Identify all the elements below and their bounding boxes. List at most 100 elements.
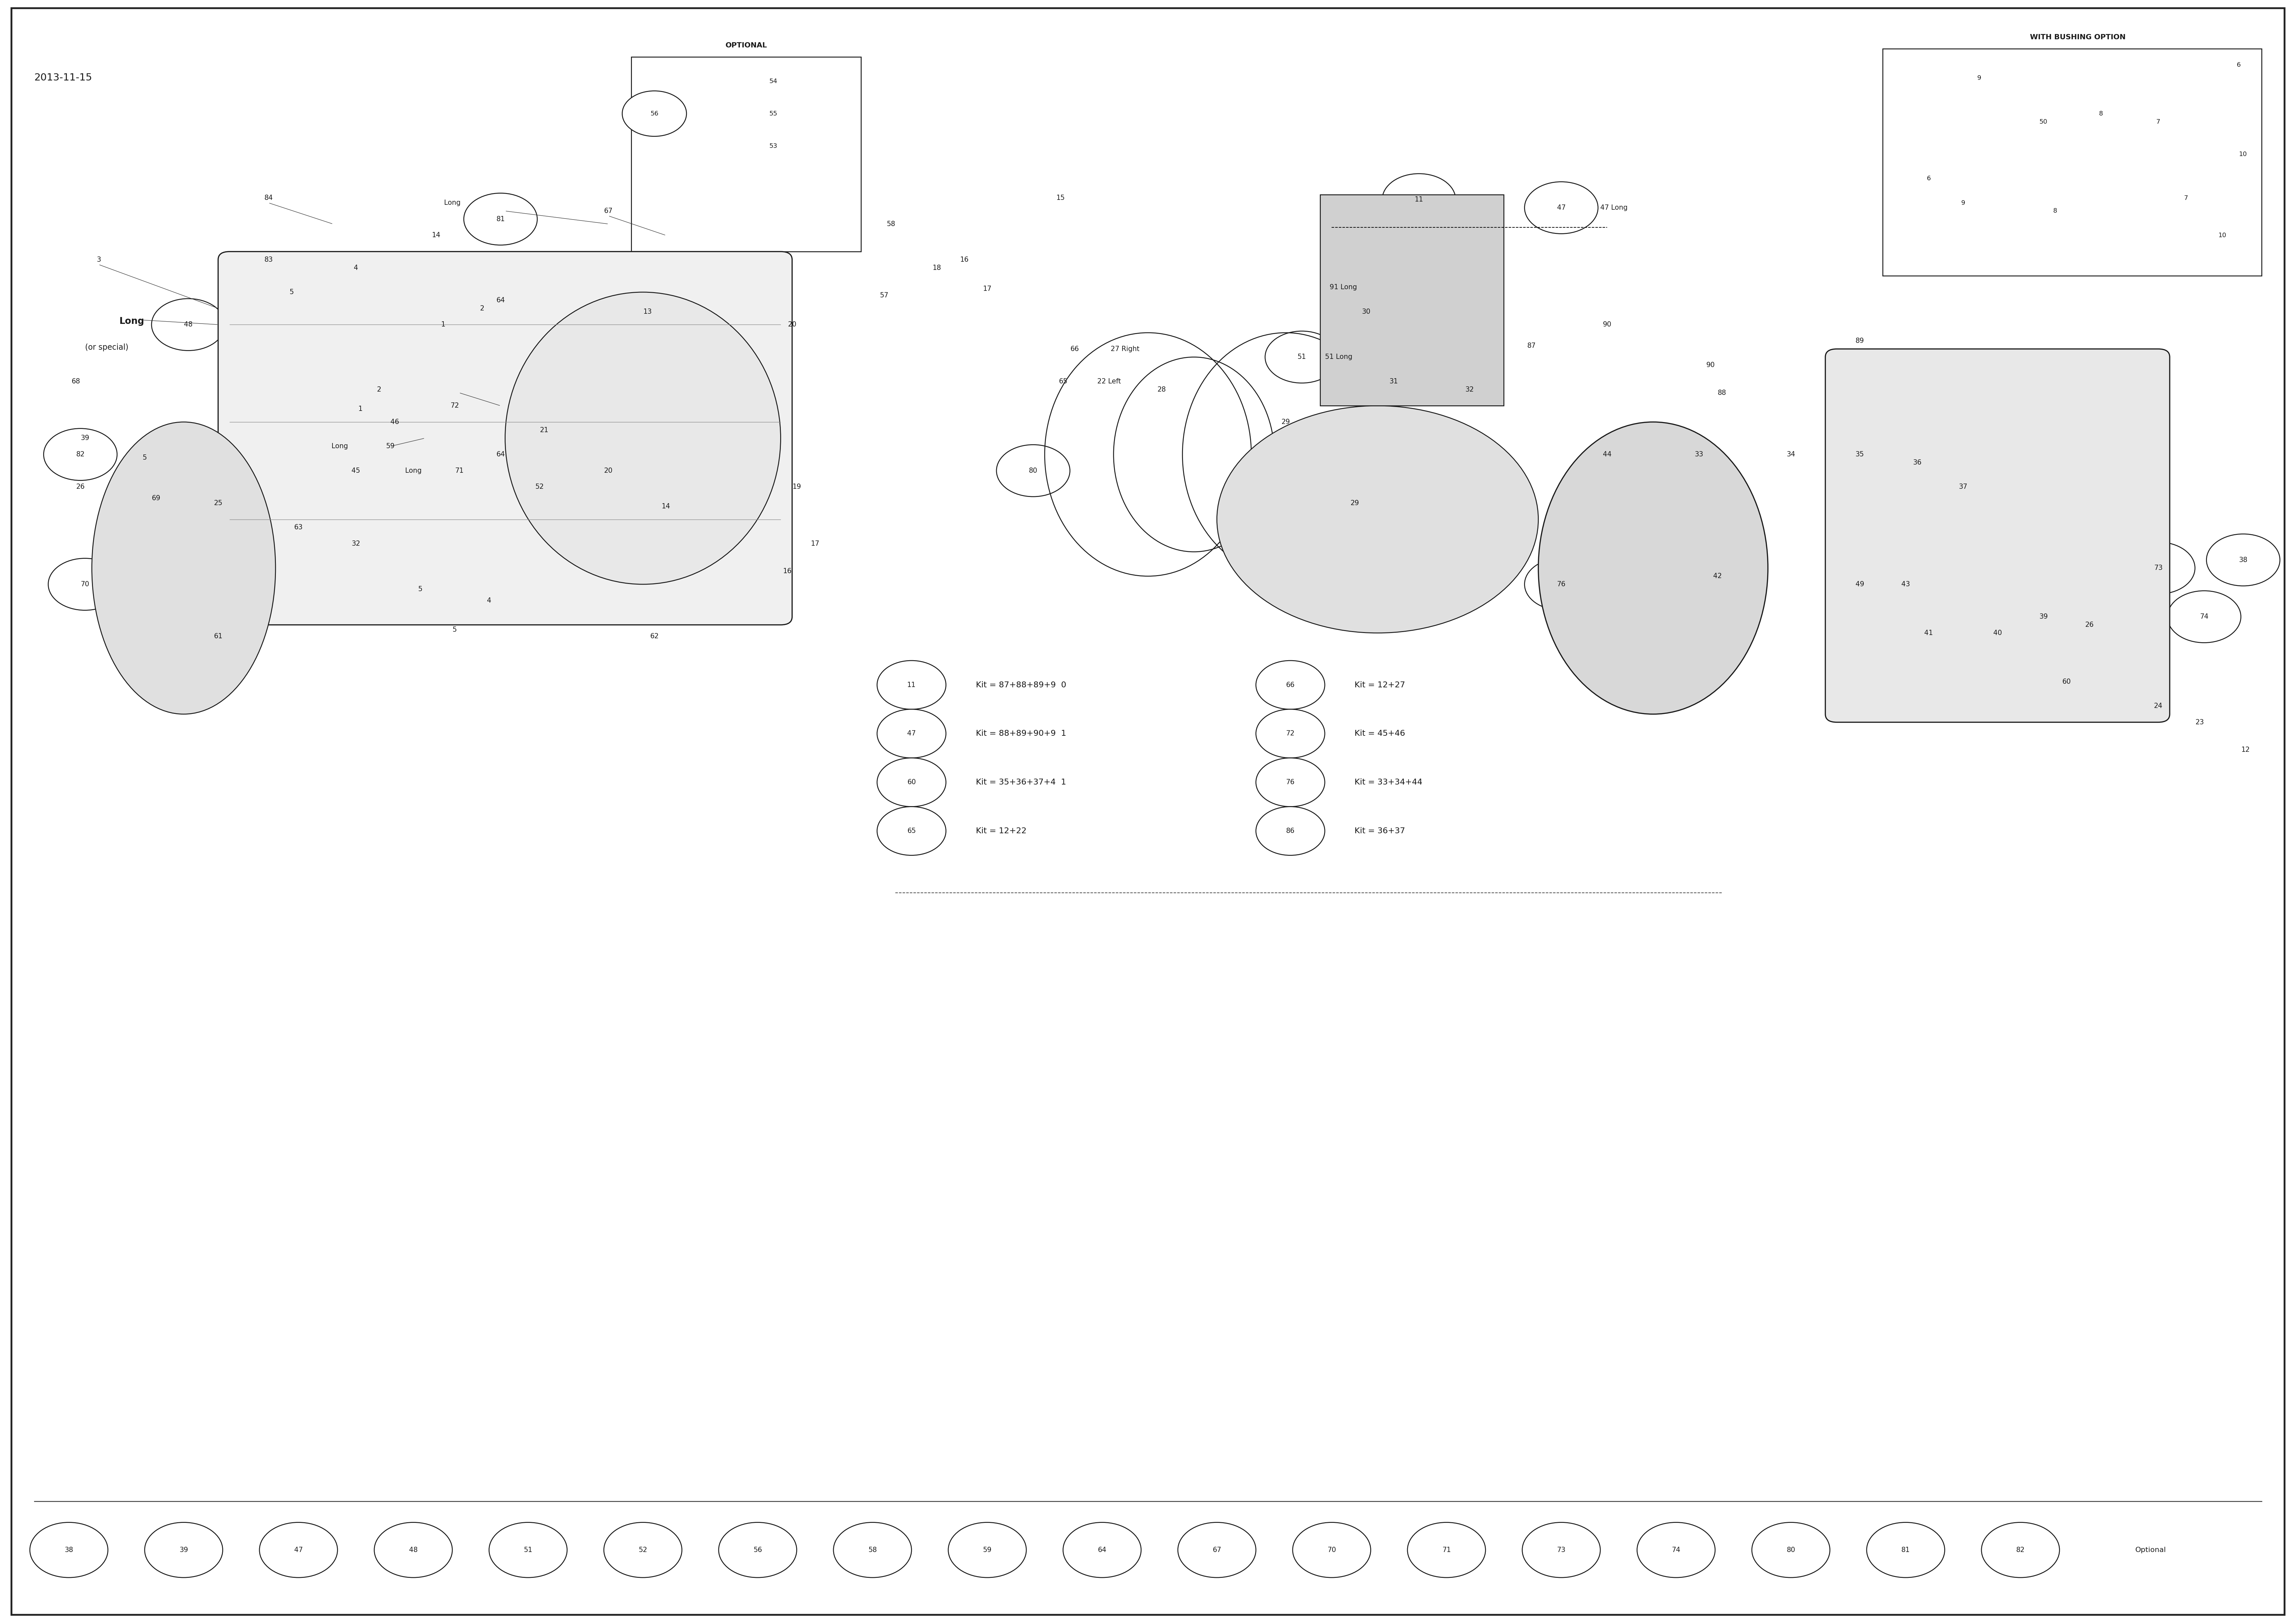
Text: 26: 26 <box>2085 622 2094 628</box>
Text: 21: 21 <box>540 427 549 433</box>
Text: 51 Long: 51 Long <box>1325 354 1352 360</box>
Circle shape <box>464 193 537 245</box>
Ellipse shape <box>1538 422 1768 714</box>
Text: 7: 7 <box>2156 118 2161 125</box>
Text: 55: 55 <box>769 110 778 117</box>
Text: 4: 4 <box>354 265 358 271</box>
Text: 67: 67 <box>1212 1547 1221 1553</box>
Text: 51: 51 <box>523 1547 533 1553</box>
Text: 91 Long: 91 Long <box>1329 284 1357 291</box>
Text: 9: 9 <box>1977 75 1981 81</box>
Text: 62: 62 <box>650 633 659 639</box>
Text: 31: 31 <box>1389 378 1398 385</box>
Text: 35: 35 <box>1855 451 1864 458</box>
Circle shape <box>996 445 1070 497</box>
Text: 38: 38 <box>2239 557 2248 563</box>
Text: 2013-11-15: 2013-11-15 <box>34 73 92 83</box>
Text: 2: 2 <box>480 305 484 312</box>
Text: 46: 46 <box>390 419 400 425</box>
Circle shape <box>948 1522 1026 1578</box>
Text: 70: 70 <box>80 581 90 588</box>
Text: 52: 52 <box>535 484 544 490</box>
Text: 47: 47 <box>1557 204 1566 211</box>
Text: 5: 5 <box>452 626 457 633</box>
Text: Kit = 36+37: Kit = 36+37 <box>1355 828 1405 834</box>
Text: 28: 28 <box>1157 386 1166 393</box>
Text: 83: 83 <box>264 256 273 263</box>
Text: 81: 81 <box>1901 1547 1910 1553</box>
Text: 42: 42 <box>1713 573 1722 579</box>
Text: Kit = 45+46: Kit = 45+46 <box>1355 730 1405 737</box>
Circle shape <box>877 758 946 807</box>
Circle shape <box>1256 758 1325 807</box>
Text: OPTIONAL: OPTIONAL <box>726 42 767 49</box>
Circle shape <box>1256 661 1325 709</box>
Text: 32: 32 <box>351 540 360 547</box>
Text: 10: 10 <box>2239 151 2248 157</box>
Text: Long: Long <box>443 200 461 206</box>
Text: 20: 20 <box>604 467 613 474</box>
Text: 53: 53 <box>769 143 778 149</box>
Text: 5: 5 <box>289 289 294 295</box>
Text: 48: 48 <box>184 321 193 328</box>
Text: 44: 44 <box>1603 451 1612 458</box>
Text: 59: 59 <box>983 1547 992 1553</box>
Circle shape <box>1522 1522 1600 1578</box>
Text: 36: 36 <box>1913 459 1922 466</box>
Circle shape <box>1525 182 1598 234</box>
Text: 65: 65 <box>907 828 916 834</box>
Text: 1: 1 <box>358 406 363 412</box>
Text: 58: 58 <box>868 1547 877 1553</box>
FancyBboxPatch shape <box>218 252 792 625</box>
Circle shape <box>1265 331 1339 383</box>
Text: 24: 24 <box>2154 703 2163 709</box>
Text: 10: 10 <box>2218 232 2227 239</box>
Text: 39: 39 <box>2039 613 2048 620</box>
Text: 34: 34 <box>1786 451 1795 458</box>
Text: 70: 70 <box>1327 1547 1336 1553</box>
Text: 15: 15 <box>1056 195 1065 201</box>
Text: 23: 23 <box>2195 719 2204 725</box>
Circle shape <box>833 1522 912 1578</box>
Text: 20: 20 <box>788 321 797 328</box>
Circle shape <box>2030 656 2103 708</box>
Text: 64: 64 <box>1097 1547 1107 1553</box>
Text: 63: 63 <box>294 524 303 531</box>
Text: 90: 90 <box>1706 362 1715 368</box>
Text: Kit = 12+22: Kit = 12+22 <box>976 828 1026 834</box>
Circle shape <box>1981 1522 2060 1578</box>
Circle shape <box>1256 807 1325 855</box>
Text: 43: 43 <box>1901 581 1910 588</box>
Circle shape <box>1407 1522 1486 1578</box>
Text: 61: 61 <box>214 633 223 639</box>
Text: 81: 81 <box>496 216 505 222</box>
Text: 71: 71 <box>455 467 464 474</box>
Circle shape <box>259 1522 338 1578</box>
Text: 60: 60 <box>2062 678 2071 685</box>
Text: 47: 47 <box>294 1547 303 1553</box>
Ellipse shape <box>92 422 276 714</box>
Text: 72: 72 <box>1286 730 1295 737</box>
Text: 39: 39 <box>179 1547 188 1553</box>
Text: 1: 1 <box>441 321 445 328</box>
Text: 30: 30 <box>1362 308 1371 315</box>
Circle shape <box>1637 1522 1715 1578</box>
Text: 39: 39 <box>80 435 90 441</box>
Text: 54: 54 <box>769 78 778 84</box>
Text: 17: 17 <box>810 540 820 547</box>
Text: 73: 73 <box>2154 565 2163 571</box>
Text: 47 Long: 47 Long <box>1600 204 1628 211</box>
Text: 27 Right: 27 Right <box>1111 346 1139 352</box>
Circle shape <box>719 1522 797 1578</box>
Text: 68: 68 <box>71 378 80 385</box>
Circle shape <box>1525 558 1598 610</box>
Text: 8: 8 <box>2053 208 2057 214</box>
Circle shape <box>374 1522 452 1578</box>
Text: 32: 32 <box>1465 386 1474 393</box>
Text: 17: 17 <box>983 286 992 292</box>
Text: 3: 3 <box>96 256 101 263</box>
Circle shape <box>44 428 117 480</box>
Ellipse shape <box>505 292 781 584</box>
Text: (or special): (or special) <box>85 344 129 351</box>
Text: Long: Long <box>404 467 422 474</box>
